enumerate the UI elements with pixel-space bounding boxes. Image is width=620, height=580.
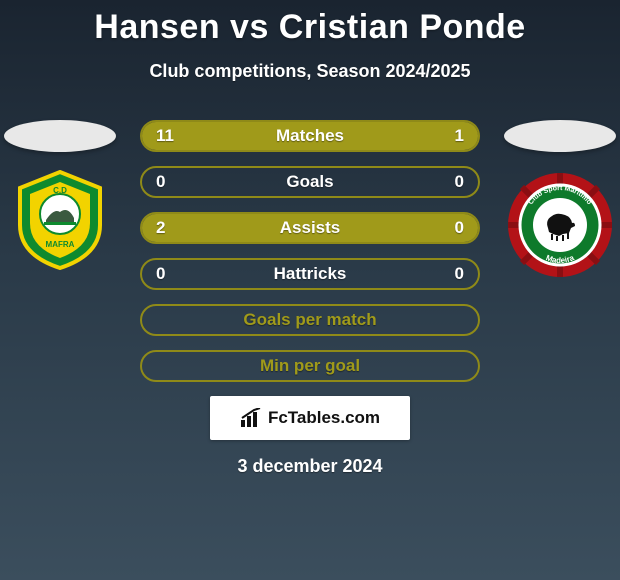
- stat-label: Hattricks: [274, 264, 347, 284]
- stat-value-right: 0: [455, 218, 464, 238]
- stat-value-left: 2: [156, 218, 165, 238]
- stat-label: Goals: [286, 172, 333, 192]
- club-crest-right: Club Sport Marítimo Madeira: [505, 170, 615, 280]
- stat-value-right: 1: [455, 126, 464, 146]
- stat-value-right: 0: [455, 172, 464, 192]
- stat-label: Min per goal: [260, 356, 360, 376]
- comparison-content: C.D MAFRA: [0, 120, 620, 477]
- crest-left-locality: MAFRA: [46, 240, 75, 249]
- stat-row-outline: Goals per match: [140, 304, 480, 336]
- brand-chart-icon: [240, 408, 262, 428]
- page-title: Hansen vs Cristian Ponde: [0, 0, 620, 47]
- player-right-column: Club Sport Marítimo Madeira: [500, 120, 620, 280]
- brand-text: FcTables.com: [268, 408, 380, 428]
- stat-label: Matches: [276, 126, 344, 146]
- stat-label: Goals per match: [243, 310, 376, 330]
- stat-row: 111Matches: [140, 120, 480, 152]
- stat-row: 2 0 Assists: [140, 212, 480, 244]
- stat-value-left: 0: [156, 264, 165, 284]
- brand-badge: FcTables.com: [210, 396, 410, 440]
- stat-value-left: 11: [156, 126, 174, 146]
- player-left-column: C.D MAFRA: [0, 120, 120, 270]
- footer-date: 3 december 2024: [0, 456, 620, 477]
- stat-row-outline: Min per goal: [140, 350, 480, 382]
- stat-fill-right: [428, 122, 478, 150]
- stat-rows: 111Matches00Goals20Assists00HattricksGoa…: [140, 120, 480, 382]
- stat-row: 0 0 Goals: [140, 166, 480, 198]
- crest-left-initials: C.D: [53, 186, 67, 195]
- stat-label: Assists: [280, 218, 340, 238]
- club-crest-left: C.D MAFRA: [10, 170, 110, 270]
- stat-value-right: 0: [455, 264, 464, 284]
- stat-value-left: 0: [156, 172, 165, 192]
- player-right-avatar: [504, 120, 616, 152]
- page-subtitle: Club competitions, Season 2024/2025: [0, 61, 620, 82]
- stat-row: 0 0 Hattricks: [140, 258, 480, 290]
- player-left-avatar: [4, 120, 116, 152]
